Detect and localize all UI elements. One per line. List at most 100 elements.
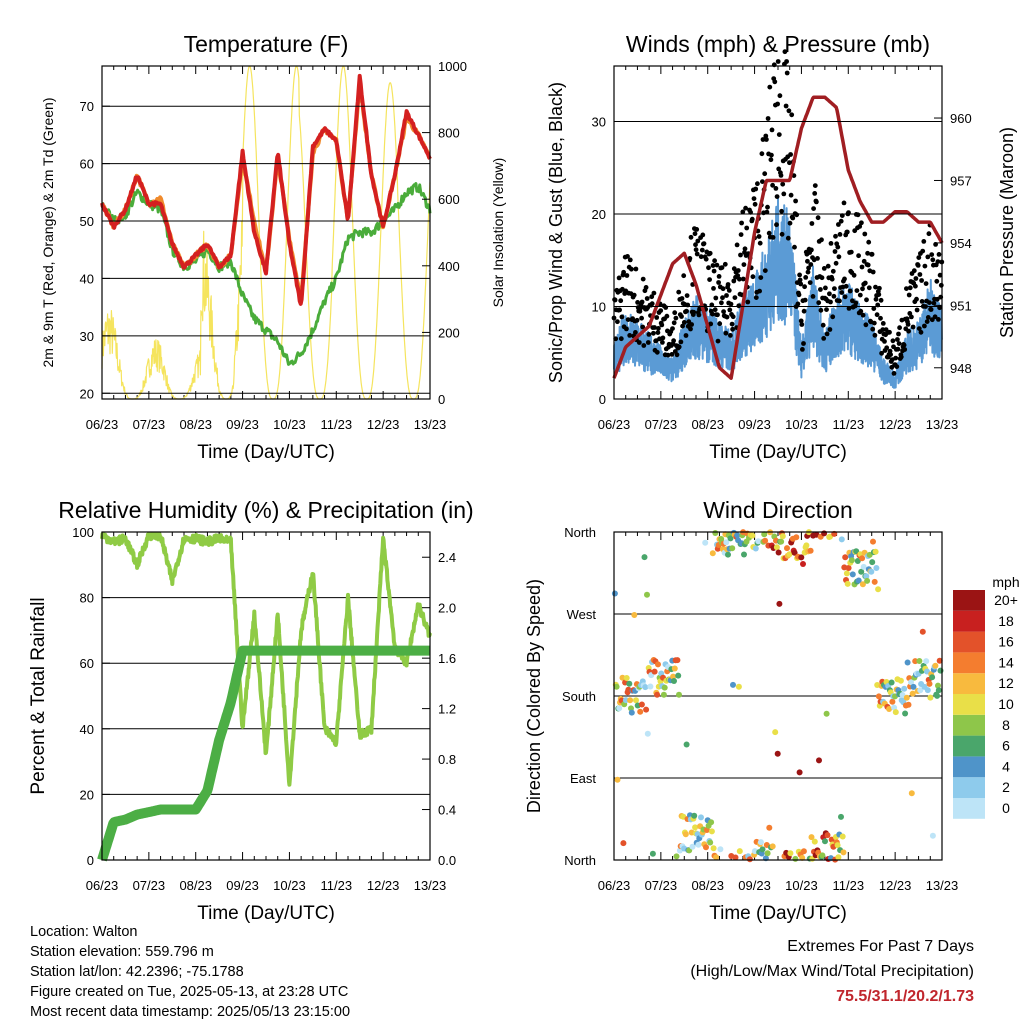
gust-point — [776, 132, 782, 138]
x-tick-label: 07/23 — [645, 878, 678, 893]
x-tick-label: 10/23 — [785, 878, 818, 893]
gust-point — [827, 291, 832, 297]
gust-point — [720, 295, 725, 301]
direction-point — [707, 839, 714, 846]
gust-point — [738, 252, 743, 258]
y-tick-label: 30 — [80, 329, 94, 344]
gust-point — [880, 327, 886, 332]
panel-1: Temperature (F) Time (Day/UTC) 06/23 07/23 0… — [40, 31, 506, 463]
x-tick-label: 08/23 — [691, 417, 724, 432]
direction-point — [886, 706, 893, 712]
y-tick-label: North — [564, 853, 596, 868]
direction-point — [614, 776, 621, 783]
gust-point — [641, 343, 647, 348]
direction-point — [858, 568, 865, 575]
gust-point — [711, 268, 717, 274]
extremes-subtitle: (High/Low/Max Wind/Total Precipitation) — [690, 963, 974, 980]
gust-point — [764, 137, 769, 142]
gust-point — [787, 160, 792, 166]
gust-point — [768, 157, 774, 163]
direction-point — [735, 683, 742, 690]
direction-point — [936, 657, 943, 664]
direction-point — [819, 852, 826, 859]
gust-point — [740, 276, 746, 282]
direction-point — [821, 530, 828, 537]
gust-point — [695, 238, 701, 244]
legend-label: 16 — [998, 634, 1014, 650]
gust-point — [828, 299, 833, 305]
gust-point — [734, 242, 740, 248]
gust-point — [735, 268, 741, 273]
direction-point — [746, 856, 753, 863]
direction-point — [616, 705, 623, 712]
direction-point — [869, 559, 876, 566]
gust-point — [865, 250, 870, 256]
gust-point — [786, 108, 792, 114]
gust-point — [862, 280, 868, 286]
direction-point — [741, 551, 747, 558]
gust-point — [873, 284, 878, 290]
location-text: Location: Walton — [30, 924, 138, 940]
gust-point — [760, 179, 765, 185]
gust-point — [773, 186, 779, 191]
direction-point — [935, 682, 941, 689]
direction-point — [633, 697, 639, 704]
x-tick-label: 11/23 — [832, 878, 864, 893]
x-tick-label: 06/23 — [86, 417, 119, 432]
y-right-tick-label: 2.0 — [438, 601, 456, 616]
gust-point — [906, 328, 911, 334]
direction-point — [626, 680, 633, 687]
speed-legend: mph 0 2 4 6 8 10 12 14 16 18 20+ — [953, 574, 1020, 819]
gust-point — [624, 273, 630, 278]
direction-point — [689, 843, 696, 850]
direction-point — [901, 685, 908, 692]
x-tick-label: 13/23 — [926, 417, 959, 432]
legend-label: 20+ — [994, 592, 1018, 608]
direction-point — [622, 697, 629, 704]
legend-label: 0 — [1002, 800, 1010, 816]
direction-point — [875, 693, 882, 700]
gust-point — [910, 324, 916, 330]
y-tick-label: 60 — [80, 656, 94, 671]
gust-point — [897, 325, 902, 331]
y-tick-label: 10 — [592, 300, 606, 315]
x-tick-label: 10/23 — [785, 417, 818, 432]
panel-title: Relative Humidity (%) & Precipitation (i… — [58, 497, 473, 523]
direction-point — [683, 741, 690, 748]
direction-point — [709, 550, 716, 557]
gust-point — [809, 221, 815, 226]
direction-point — [674, 657, 681, 664]
gust-point — [895, 346, 901, 352]
gust-point — [818, 307, 824, 313]
gust-point — [911, 268, 917, 274]
gust-point — [808, 262, 814, 267]
gust-point — [656, 326, 661, 331]
direction-point — [734, 532, 741, 539]
gust-point — [758, 275, 764, 280]
gust-point — [624, 326, 629, 332]
legend-label: 2 — [1002, 779, 1010, 795]
direction-point — [910, 683, 917, 690]
gust-point — [750, 274, 756, 280]
direction-point — [787, 850, 794, 857]
gust-point — [810, 294, 816, 299]
gust-point — [640, 276, 646, 282]
direction-point — [800, 561, 806, 567]
direction-point — [776, 600, 783, 607]
gust-point — [678, 339, 684, 345]
gust-point — [646, 332, 652, 337]
gust-point — [794, 212, 800, 218]
dewpoint-line — [100, 182, 432, 366]
gust-point — [887, 329, 892, 335]
direction-point — [929, 674, 936, 681]
gust-point — [896, 331, 901, 337]
direction-point — [838, 536, 845, 543]
gust-point — [660, 335, 666, 341]
gust-point — [842, 276, 847, 282]
gust-point — [916, 255, 922, 260]
gust-point — [726, 288, 732, 293]
direction-point — [791, 549, 798, 556]
gust-point — [679, 296, 685, 301]
gust-point — [934, 278, 940, 284]
